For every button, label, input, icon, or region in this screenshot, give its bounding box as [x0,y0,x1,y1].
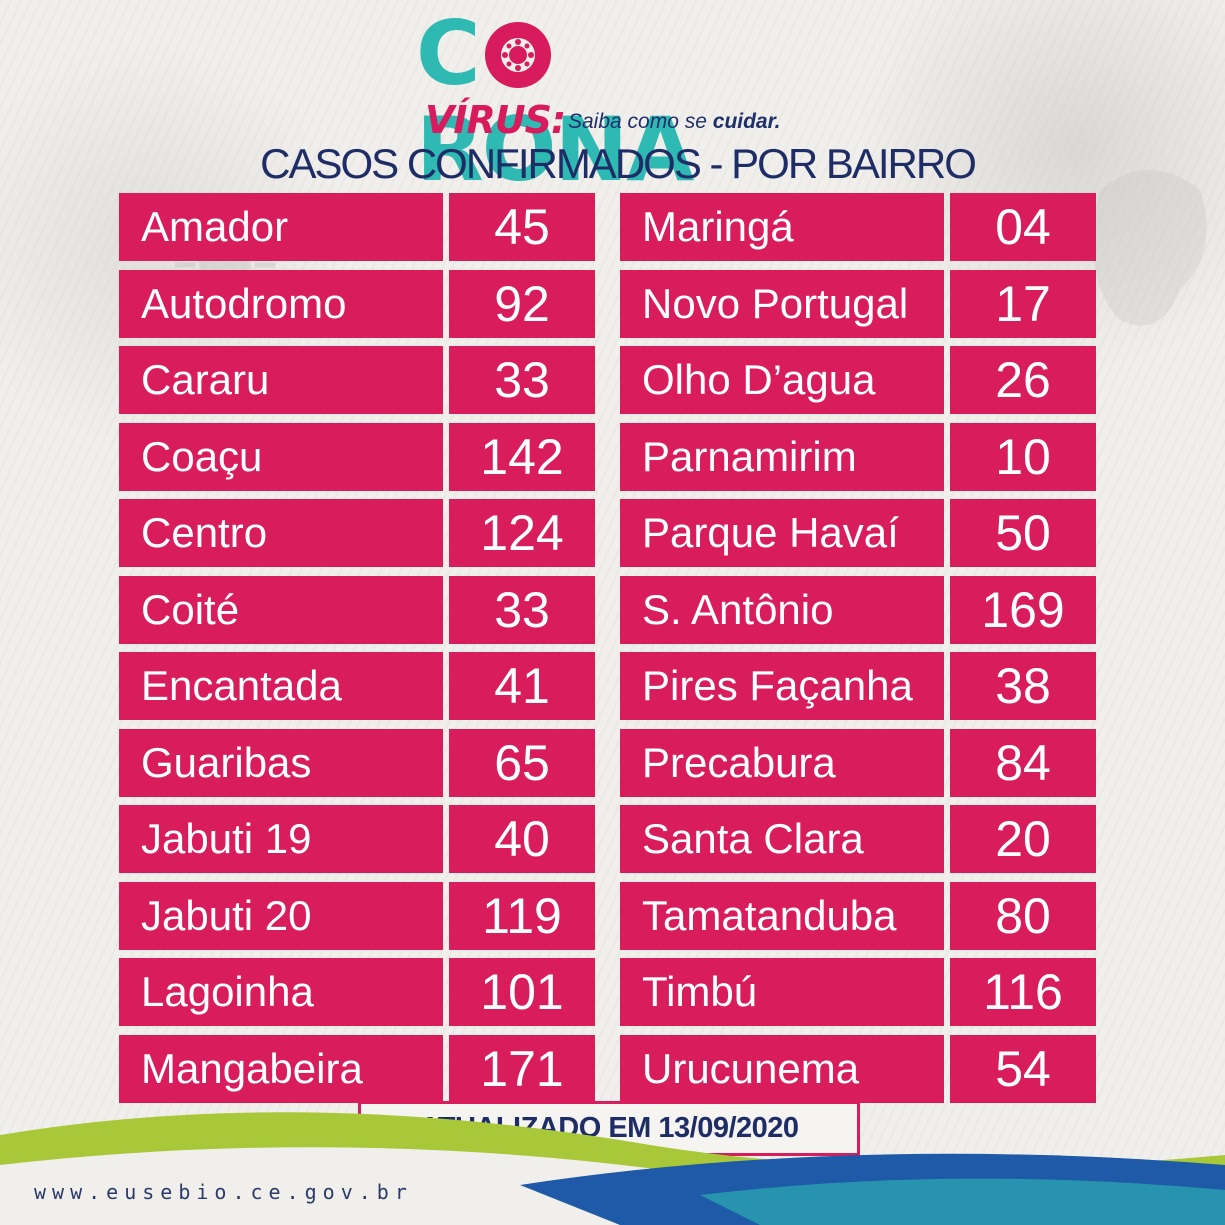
neighborhood-name: Coité [119,575,443,644]
neighborhood-name: Jabuti 19 [119,805,443,873]
neighborhood-name: S. Antônio [620,575,944,644]
table-row: Encantada 41 [119,652,595,720]
table-row: Novo Portugal 17 [620,269,1096,338]
table-row: S. Antônio 169 [620,575,1096,644]
neighborhood-name: Urucunema [620,1034,944,1103]
case-count: 119 [449,881,595,950]
table-row: Guaribas 65 [119,728,595,797]
neighborhood-name: Guaribas [119,728,443,797]
website-url: www.eusebio.ce.gov.br [34,1180,413,1204]
case-count: 17 [950,269,1096,338]
table-row: Autodromo 92 [119,269,595,338]
neighborhood-name: Precabura [620,728,944,797]
table-row: Santa Clara 20 [620,805,1096,873]
table-row: Jabuti 20 119 [119,881,595,950]
neighborhood-name: Maringá [620,193,944,261]
case-count: 04 [950,193,1096,261]
table-row: Precabura 84 [620,728,1096,797]
page-title: CASOS CONFIRMADOS - POR BAIRRO [260,140,977,187]
logo-tagline: Saiba como se cuidar. [568,110,781,133]
case-count: 33 [449,575,595,644]
neighborhood-name: Autodromo [119,269,443,338]
table-row: Parnamirim 10 [620,422,1096,491]
case-count: 20 [950,805,1096,873]
logo-corona-text: C RONA [416,2,694,201]
case-count: 40 [449,805,595,873]
corona-logo: C RONA VÍRUS: Saiba como se cuidar. [410,6,830,198]
table-row: Centro 124 [119,499,595,567]
table-row: Coité 33 [119,575,595,644]
case-count: 33 [449,346,595,414]
neighborhood-name: Santa Clara [620,805,944,873]
case-count: 169 [950,575,1096,644]
table-row: Pires Façanha 38 [620,652,1096,720]
case-count: 54 [950,1034,1096,1103]
case-count: 124 [449,499,595,567]
table-row: Lagoinha 101 [119,958,595,1026]
table-row: Timbú 116 [620,958,1096,1026]
neighborhood-name: Novo Portugal [620,269,944,338]
table-row: Tamatanduba 80 [620,881,1096,950]
virus-decoration-icon [1093,170,1207,326]
neighborhood-name: Cararu [119,346,443,414]
case-count: 80 [950,881,1096,950]
case-count: 50 [950,499,1096,567]
table-row: Cararu 33 [119,346,595,414]
table-row: Urucunema 54 [620,1034,1096,1103]
table-row: Mangabeira 171 [119,1034,595,1103]
neighborhood-name: Timbú [620,958,944,1026]
case-count: 84 [950,728,1096,797]
table-row: Olho D’agua 26 [620,346,1096,414]
case-count: 41 [449,652,595,720]
table-row: Maringá 04 [620,193,1096,261]
table-row: Coaçu 142 [119,422,595,491]
case-count: 101 [449,958,595,1026]
neighborhood-name: Jabuti 20 [119,881,443,950]
neighborhood-name: Lagoinha [119,958,443,1026]
coronavirus-icon [484,22,551,88]
table-row: Amador 45 [119,193,595,261]
case-count: 38 [950,652,1096,720]
case-count: 10 [950,422,1096,491]
neighborhood-name: Centro [119,499,443,567]
case-count: 142 [449,422,595,491]
neighborhood-name: Olho D’agua [620,346,944,414]
neighborhood-name: Amador [119,193,443,261]
table-row: Parque Havaí 50 [620,499,1096,567]
case-count: 92 [449,269,595,338]
case-count: 171 [449,1034,595,1103]
neighborhood-name: Mangabeira [119,1034,443,1103]
neighborhood-name: Coaçu [119,422,443,491]
case-count: 65 [449,728,595,797]
neighborhood-name: Tamatanduba [620,881,944,950]
table-row: Jabuti 19 40 [119,805,595,873]
neighborhood-name: Parque Havaí [620,499,944,567]
neighborhood-name: Encantada [119,652,443,720]
case-count: 116 [950,958,1096,1026]
case-count: 26 [950,346,1096,414]
neighborhood-name: Parnamirim [620,422,944,491]
neighborhood-name: Pires Façanha [620,652,944,720]
case-count: 45 [449,193,595,261]
logo-virus-text: VÍRUS: [425,98,566,142]
footer-waves [0,1112,1225,1225]
